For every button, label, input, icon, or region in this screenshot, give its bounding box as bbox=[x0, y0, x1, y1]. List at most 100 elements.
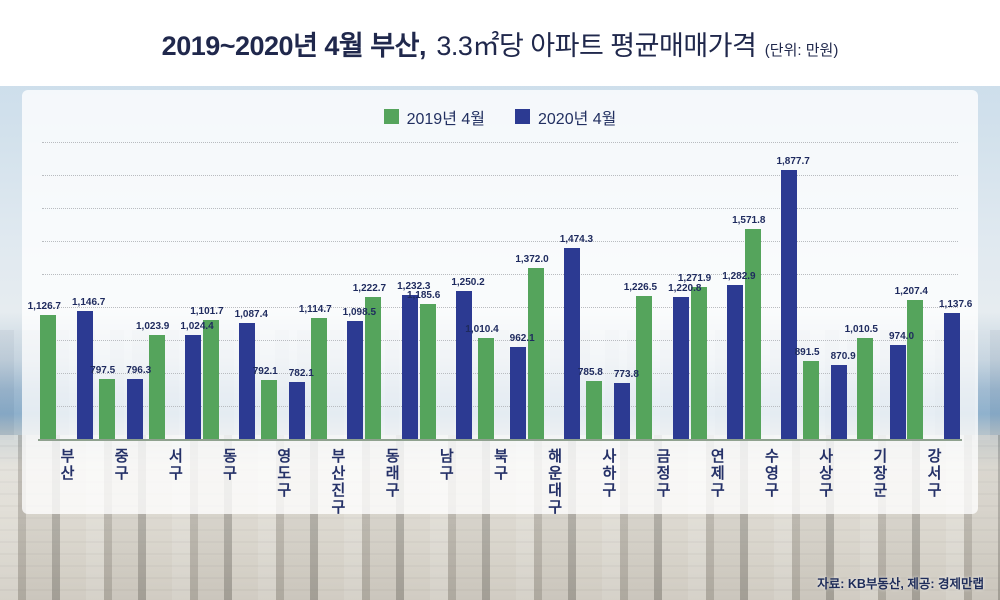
x-axis-label: 금정구 bbox=[654, 448, 672, 499]
legend-swatch-2019 bbox=[383, 109, 399, 124]
bar-groups: 1,126.7 1,146.7 797.5 796.3 1,023.9 1,024.4 1,… bbox=[28, 138, 972, 440]
x-axis-label: 연제구 bbox=[708, 448, 726, 499]
bar-2020 bbox=[672, 297, 689, 440]
bar-2019 bbox=[744, 229, 761, 440]
x-axis-labels: 부산 중구 서구 동구 영도구 부산진구 동래구 남구 북구 해운대구 사하구 금정구 연제구 수영구 사상… bbox=[48, 448, 952, 516]
chart-panel: 2019년 4월 2020년 4월 1,126.7 1,146.7 797.5 796… bbox=[22, 90, 978, 516]
x-axis-label: 동구 bbox=[220, 448, 238, 482]
value-label: 870.9 bbox=[830, 350, 856, 362]
bar-2020 bbox=[943, 313, 960, 440]
x-axis-label: 동래구 bbox=[383, 448, 401, 499]
bar-2019 bbox=[690, 287, 707, 440]
value-label: 974.0 bbox=[888, 330, 915, 342]
gridline bbox=[42, 241, 958, 242]
value-label: 1,226.5 bbox=[623, 281, 658, 293]
bar-group: 1,207.4 1,137.6 bbox=[895, 138, 972, 440]
gridline bbox=[42, 274, 958, 275]
bar-group: 1,101.7 1,087.4 bbox=[190, 138, 268, 440]
value-label: 1,282.9 bbox=[722, 271, 756, 283]
x-axis-label: 강서구 bbox=[925, 448, 942, 499]
bar-2020 bbox=[185, 334, 202, 440]
bar-2019 bbox=[636, 295, 653, 440]
bar-2019 bbox=[365, 296, 382, 440]
value-label: 1,271.9 bbox=[677, 273, 712, 285]
page-title: 2019~2020년 4월 부산, 3.3㎡당 아파트 평균매매가격 (단위: … bbox=[162, 24, 839, 63]
source-credit: 자료: KB부동산, 제공: 경제만랩 bbox=[817, 577, 984, 591]
legend-item-2019: 2019년 4월 bbox=[383, 105, 485, 129]
header: 2019~2020년 4월 부산, 3.3㎡당 아파트 평균매매가격 (단위: … bbox=[0, 0, 1000, 86]
x-axis-label: 기장군 bbox=[870, 448, 888, 499]
bar-2019 bbox=[261, 379, 278, 440]
legend-label-2019: 2019년 4월 bbox=[406, 110, 485, 128]
title-regular: 3.3㎡당 아파트 평균매매가격 bbox=[436, 30, 757, 61]
value-label: 1,220.8 bbox=[668, 283, 702, 295]
value-label: 1,232.3 bbox=[397, 280, 431, 292]
bar-2020 bbox=[239, 322, 256, 440]
value-label: 792.1 bbox=[252, 365, 278, 377]
bar-2020 bbox=[76, 311, 93, 440]
bar-2020 bbox=[614, 383, 631, 440]
bar-group: 792.1 782.1 bbox=[253, 138, 314, 440]
bar-2020 bbox=[347, 320, 364, 440]
value-label: 773.8 bbox=[613, 369, 639, 381]
value-label: 962.1 bbox=[509, 332, 535, 344]
x-axis-label: 영도구 bbox=[274, 448, 292, 499]
bar-group: 1,023.9 1,024.4 bbox=[136, 138, 214, 440]
value-label: 1,023.9 bbox=[136, 321, 170, 333]
value-label: 1,571.8 bbox=[732, 215, 766, 227]
value-label: 1,114.7 bbox=[298, 303, 332, 315]
bar-group: 1,010.4 962.1 bbox=[465, 138, 535, 440]
value-label: 785.8 bbox=[577, 367, 603, 378]
x-axis-label: 중구 bbox=[112, 448, 130, 482]
value-label: 1,010.5 bbox=[844, 323, 878, 335]
bar-2020 bbox=[889, 344, 906, 440]
bar-group: 1,010.5 974.0 bbox=[845, 138, 914, 440]
gridline bbox=[42, 373, 958, 374]
value-label: 1,126.7 bbox=[27, 301, 61, 313]
bar-2019 bbox=[419, 303, 436, 440]
gridline bbox=[42, 307, 958, 308]
value-label: 891.5 bbox=[794, 346, 820, 358]
bar-2019 bbox=[311, 317, 328, 440]
gridline bbox=[42, 175, 958, 176]
x-axis-label: 사하구 bbox=[599, 448, 617, 499]
bar-2020 bbox=[510, 346, 527, 440]
bar-2020 bbox=[831, 364, 848, 440]
bar-2019 bbox=[586, 381, 603, 440]
bar-group: 1,226.5 1,220.8 bbox=[624, 138, 701, 440]
bar-2020 bbox=[564, 248, 581, 440]
value-label: 1,098.5 bbox=[342, 306, 377, 318]
bar-2019 bbox=[528, 267, 544, 440]
gridline bbox=[42, 340, 958, 341]
bar-2019 bbox=[477, 337, 494, 440]
bar-2020 bbox=[126, 378, 143, 440]
bar-2019 bbox=[148, 335, 165, 440]
value-label: 1,877.7 bbox=[776, 156, 810, 168]
x-axis-label: 사상구 bbox=[816, 448, 834, 499]
value-label: 1,146.7 bbox=[72, 297, 106, 309]
title-bold: 2019~2020년 4월 부산, bbox=[161, 30, 427, 61]
bar-2019 bbox=[907, 299, 924, 440]
bar-2019 bbox=[202, 320, 219, 440]
title-unit: (단위: 만원) bbox=[764, 41, 839, 59]
x-axis-line bbox=[38, 439, 962, 441]
bar-2020 bbox=[289, 381, 306, 440]
bar-2019 bbox=[857, 337, 874, 440]
bar-2020 bbox=[781, 170, 798, 440]
x-axis-label: 북구 bbox=[491, 448, 509, 482]
plot-area: 1,126.7 1,146.7 797.5 796.3 1,023.9 1,024.4 1,… bbox=[28, 138, 972, 441]
x-axis-label: 부산 bbox=[58, 448, 75, 482]
bar-2020 bbox=[456, 291, 472, 440]
bar-group: 1,222.7 1,232.3 bbox=[353, 138, 431, 440]
bar-group: 785.8 773.8 bbox=[578, 138, 639, 440]
value-label: 782.1 bbox=[288, 367, 314, 379]
value-label: 1,207.4 bbox=[894, 285, 928, 297]
bar-group: 1,571.8 1,877.7 bbox=[732, 138, 810, 440]
bar-2020 bbox=[401, 294, 418, 440]
value-label: 1,101.7 bbox=[190, 306, 224, 318]
value-label: 1,372.0 bbox=[515, 253, 549, 265]
bar-group: 1,185.6 1,250.2 bbox=[407, 138, 485, 440]
legend-swatch-2020 bbox=[515, 109, 530, 124]
value-label: 797.5 bbox=[90, 364, 116, 376]
bar-group: 1,126.7 1,146.7 bbox=[28, 138, 105, 440]
